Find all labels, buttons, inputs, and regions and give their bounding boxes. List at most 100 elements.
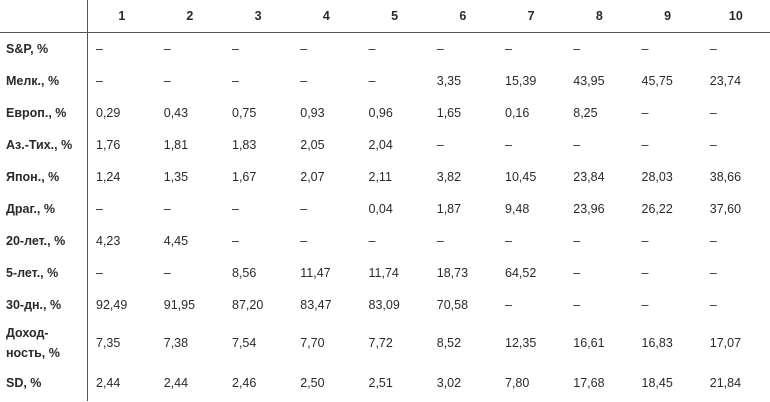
cell: 26,22 xyxy=(641,202,673,216)
cell: – xyxy=(573,234,581,248)
cell: 45,75 xyxy=(641,74,673,88)
cell: – xyxy=(232,234,239,248)
cell: 2,46 xyxy=(232,376,257,390)
row-label: Доход- ность, % xyxy=(0,321,88,365)
cell: 21,84 xyxy=(709,376,742,390)
cell: – xyxy=(232,202,239,216)
cell: – xyxy=(641,298,649,312)
cell: – xyxy=(96,266,103,280)
cell: 7,35 xyxy=(96,336,121,350)
cell: 23,96 xyxy=(573,202,605,216)
cell: 83,09 xyxy=(368,298,400,312)
cell: 11,47 xyxy=(300,266,331,280)
cell: – xyxy=(96,42,103,56)
cell: – xyxy=(436,42,444,56)
cell: – xyxy=(300,42,308,56)
column-header: 5 xyxy=(360,0,429,33)
cell: – xyxy=(709,266,717,280)
cell: 2,04 xyxy=(368,138,393,152)
cell: 23,84 xyxy=(573,170,605,184)
cell: 10,45 xyxy=(505,170,537,184)
cell: – xyxy=(505,234,512,248)
cell: – xyxy=(573,266,581,280)
cell: 37,60 xyxy=(709,202,742,216)
cell: 0,43 xyxy=(163,106,189,120)
cell: – xyxy=(96,202,103,216)
cell: 3,02 xyxy=(436,376,462,390)
table-row: Мелк., % – – – – –3,35 15,39 43,95 45,75 23,74 xyxy=(0,65,770,97)
column-header: 7 xyxy=(497,0,566,33)
cell: – xyxy=(641,266,649,280)
cell: – xyxy=(573,138,581,152)
row-label: 20-лет., % xyxy=(0,225,88,257)
cell: 7,38 xyxy=(163,336,189,350)
cell: 18,73 xyxy=(436,266,469,280)
cell: 1,67 xyxy=(232,170,257,184)
cell: – xyxy=(641,106,649,120)
cell: – xyxy=(709,298,717,312)
row-label: 30-дн., % xyxy=(0,289,88,321)
cell: 0,16 xyxy=(505,106,530,120)
cell: – xyxy=(368,74,376,88)
cell: 1,83 xyxy=(232,138,257,152)
row-label: Европ., % xyxy=(0,97,88,129)
cell: 1,81 xyxy=(163,138,189,152)
cell: 0,93 xyxy=(300,106,325,120)
cell: – xyxy=(436,234,444,248)
cell: – xyxy=(368,234,376,248)
cell: 3,82 xyxy=(436,170,462,184)
column-header: 1 xyxy=(87,0,156,33)
cell: 0,75 xyxy=(232,106,257,120)
cell: – xyxy=(505,138,512,152)
cell: – xyxy=(300,202,308,216)
table-row: Драг., % – – – –0,04 1,87 9,48 23,96 26,22 37,60 xyxy=(0,193,770,225)
cell: 1,87 xyxy=(436,202,462,216)
column-header: 9 xyxy=(633,0,702,33)
table-row: Европ., % 0,29 0,43 0,75 0,93 0,96 1,65 0,16 8,2… xyxy=(0,97,770,129)
cell: 38,66 xyxy=(709,170,742,184)
cell: 3,35 xyxy=(436,74,462,88)
cell: 23,74 xyxy=(709,74,742,88)
cell: 7,72 xyxy=(368,336,393,350)
cell: 91,95 xyxy=(163,298,196,312)
cell: 0,29 xyxy=(96,106,121,120)
cell: 8,52 xyxy=(436,336,462,350)
cell: 2,50 xyxy=(300,376,325,390)
column-header: 3 xyxy=(224,0,293,33)
table-row: SD, % 2,44 2,44 2,46 2,50 2,51 3,02 7,80 17,68 18… xyxy=(0,365,770,401)
cell: 17,07 xyxy=(709,336,742,350)
cell: 8,56 xyxy=(232,266,257,280)
cell: – xyxy=(232,74,239,88)
cell: 2,44 xyxy=(96,376,121,390)
cell: 7,54 xyxy=(232,336,257,350)
cell: 8,25 xyxy=(573,106,598,120)
cell: – xyxy=(368,42,376,56)
cell: 9,48 xyxy=(505,202,530,216)
cell: 1,76 xyxy=(96,138,121,152)
row-label: Япон., % xyxy=(0,161,88,193)
cell: 2,44 xyxy=(163,376,189,390)
cell: – xyxy=(436,138,444,152)
table-row: S&P, % – – – – – – – – – – xyxy=(0,32,770,65)
cell: 43,95 xyxy=(573,74,605,88)
cell: – xyxy=(709,138,717,152)
cell: – xyxy=(163,74,171,88)
cell: 0,96 xyxy=(368,106,393,120)
column-header: 10 xyxy=(701,0,770,33)
table-row: 20-лет., % 4,23 4,45 – – – – – – – – xyxy=(0,225,770,257)
cell: – xyxy=(163,202,171,216)
cell: 1,24 xyxy=(96,170,121,184)
cell: – xyxy=(232,42,239,56)
table-row: Доход- ность, % 7,35 7,38 7,54 7,70 7,72 8,52 1… xyxy=(0,321,770,365)
cell: 15,39 xyxy=(505,74,537,88)
row-label: Мелк., % xyxy=(0,65,88,97)
cell: – xyxy=(641,138,649,152)
cell: 17,68 xyxy=(573,376,605,390)
table-row: 30-дн., % 92,49 91,95 87,20 83,47 83,09 70,58 –… xyxy=(0,289,770,321)
cell: – xyxy=(300,234,308,248)
cell: 18,45 xyxy=(641,376,673,390)
column-header: 8 xyxy=(565,0,634,33)
header-row: 1 2 3 4 5 6 7 8 9 10 xyxy=(0,0,770,33)
